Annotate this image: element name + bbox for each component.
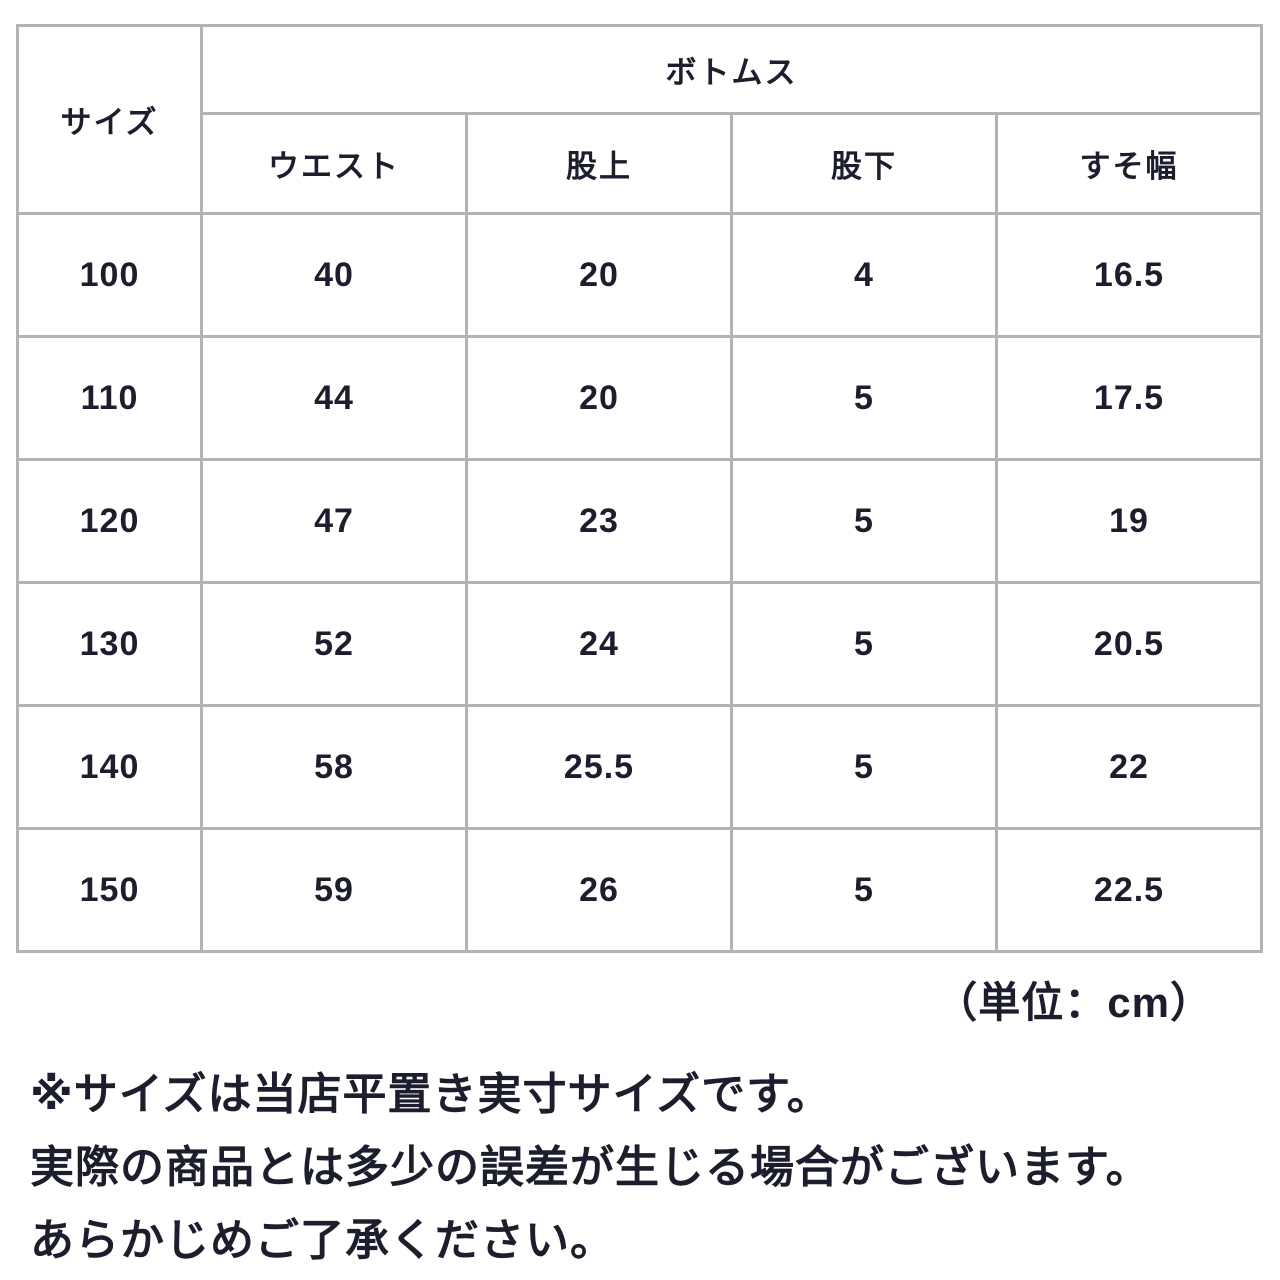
- size-column-header: サイズ: [16, 24, 203, 215]
- size-cell: 100: [16, 212, 203, 338]
- size-cell: 150: [16, 827, 203, 953]
- table-row: 110 44 20 5 17.5: [16, 335, 1263, 461]
- note-line-2: 実際の商品とは多少の誤差が生じる場合がございます。: [30, 1143, 1151, 1192]
- size-chart-table: サイズ ボトムス ウエスト 股上 股下 すそ幅 100 40 20 4 16.5…: [16, 24, 1263, 953]
- table-row: 130 52 24 5 20.5: [16, 581, 1263, 707]
- hem-width-cell: 20.5: [995, 581, 1263, 707]
- table-row: 120 47 23 5 19: [16, 458, 1263, 584]
- inseam-cell: 5: [730, 827, 998, 953]
- waist-cell: 44: [200, 335, 468, 461]
- waist-cell: 59: [200, 827, 468, 953]
- disclaimer-notes: ※サイズは当店平置き実寸サイズです。 実際の商品とは多少の誤差が生じる場合がござ…: [30, 1058, 1280, 1277]
- waist-cell: 47: [200, 458, 468, 584]
- hem-width-cell: 22.5: [995, 827, 1263, 953]
- group-header-bottoms: ボトムス: [200, 24, 1263, 115]
- rise-cell: 24: [465, 581, 733, 707]
- rise-cell: 25.5: [465, 704, 733, 830]
- rise-cell: 20: [465, 212, 733, 338]
- header-row-group: サイズ ボトムス: [16, 24, 1263, 215]
- size-cell: 120: [16, 458, 203, 584]
- inseam-cell: 5: [730, 335, 998, 461]
- column-header-hem-width: すそ幅: [995, 112, 1263, 215]
- table-row: 140 58 25.5 5 22: [16, 704, 1263, 830]
- inseam-cell: 5: [730, 458, 998, 584]
- hem-width-cell: 22: [995, 704, 1263, 830]
- rise-cell: 20: [465, 335, 733, 461]
- waist-cell: 40: [200, 212, 468, 338]
- inseam-cell: 4: [730, 212, 998, 338]
- inseam-cell: 5: [730, 704, 998, 830]
- table-row: 100 40 20 4 16.5: [16, 212, 1263, 338]
- size-cell: 130: [16, 581, 203, 707]
- note-line-3: あらかじめご了承ください。: [30, 1216, 615, 1265]
- note-line-1: ※サイズは当店平置き実寸サイズです。: [30, 1070, 832, 1119]
- header-row-measures: ウエスト 股上 股下 すそ幅: [18, 112, 1263, 215]
- waist-cell: 52: [200, 581, 468, 707]
- column-header-rise: 股上: [465, 112, 733, 215]
- hem-width-cell: 16.5: [995, 212, 1263, 338]
- hem-width-cell: 19: [995, 458, 1263, 584]
- unit-note: （単位：cm）: [935, 979, 1213, 1026]
- rise-cell: 26: [465, 827, 733, 953]
- hem-width-cell: 17.5: [995, 335, 1263, 461]
- waist-cell: 58: [200, 704, 468, 830]
- inseam-cell: 5: [730, 581, 998, 707]
- rise-cell: 23: [465, 458, 733, 584]
- column-header-waist: ウエスト: [200, 112, 468, 215]
- column-header-inseam: 股下: [730, 112, 998, 215]
- size-cell: 110: [16, 335, 203, 461]
- table-row: 150 59 26 5 22.5: [16, 827, 1263, 953]
- size-cell: 140: [16, 704, 203, 830]
